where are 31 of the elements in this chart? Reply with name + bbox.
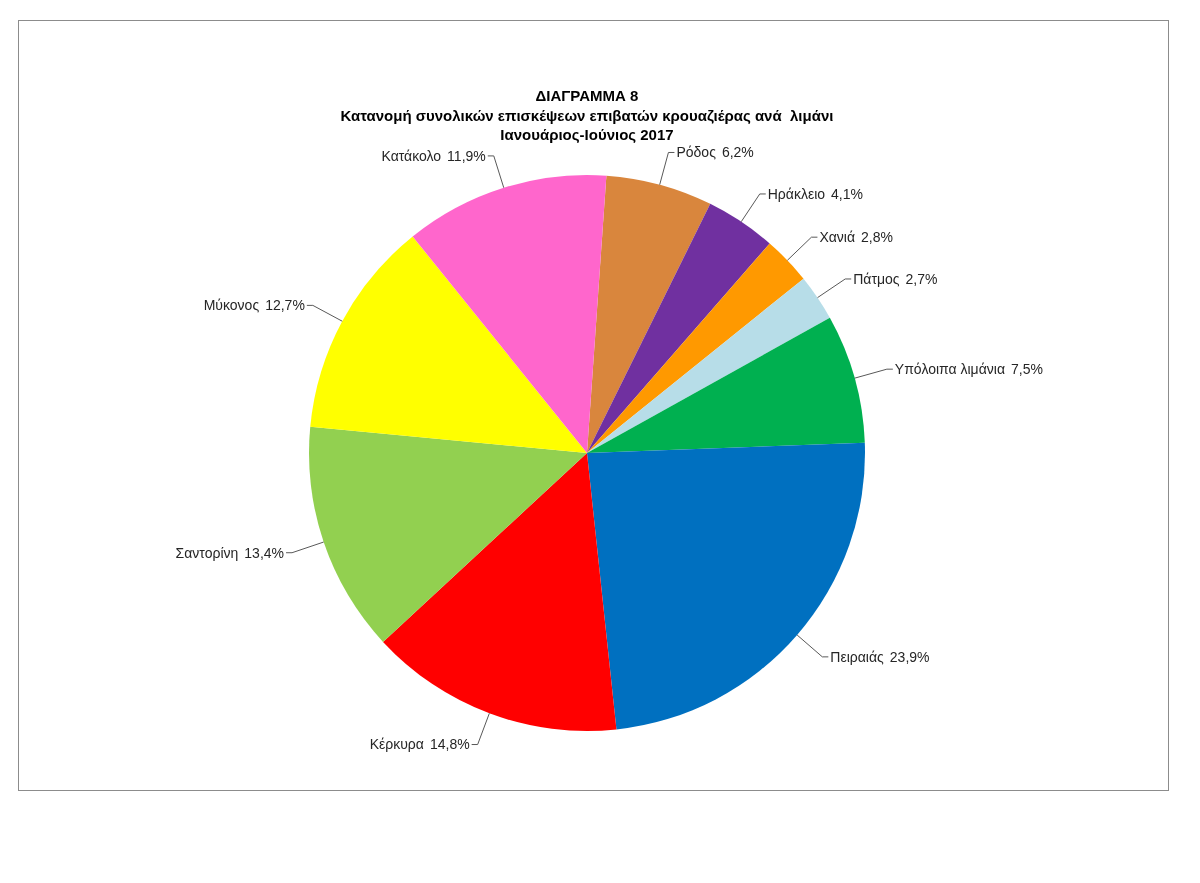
- slice-label: Σαντορίνη: [175, 544, 239, 561]
- pie-slice: [310, 236, 587, 453]
- chart-subtitle: Κατανομή συνολικών επισκέψεων επιβατών κρουαζιέρας ανά λιμάνι Ιανουάριος-Ιούνιος 2017: [340, 106, 834, 143]
- data-label: 7,5%: [1010, 361, 1043, 378]
- data-label: 2,8%: [861, 229, 893, 246]
- slice-label: Χανιά: [819, 229, 856, 246]
- pie-slice: [412, 175, 607, 453]
- slice-label: Μύκονος: [203, 297, 260, 314]
- data-label: 12,7%: [265, 297, 305, 314]
- pie-slice: [383, 453, 617, 731]
- slice-label: Ηράκλειο: [767, 185, 826, 202]
- slice-label: Πάτμος: [853, 270, 900, 287]
- data-label: 13,4%: [244, 544, 285, 561]
- data-label: 2,7%: [905, 270, 938, 287]
- data-label: 14,8%: [429, 736, 470, 753]
- pie-slice: [309, 426, 587, 642]
- slice-label: Κατάκολο: [381, 147, 442, 164]
- pie-slice: [587, 175, 711, 453]
- chart-title: ΔΙΑΓΡΑΜΜΑ 8: [535, 87, 639, 104]
- slice-label: Υπόλοιπα λιμάνια: [894, 361, 1005, 378]
- data-label: 23,9%: [889, 648, 930, 665]
- pie-slice: [587, 317, 865, 453]
- data-label: 4,1%: [831, 185, 863, 202]
- slice-label: Κέρκυρα: [369, 736, 424, 753]
- pie-slice: [587, 203, 770, 453]
- data-label: 11,9%: [447, 147, 486, 164]
- slice-label: Πειραιάς: [830, 648, 885, 665]
- data-label: 6,2%: [721, 144, 754, 161]
- pie-slice: [587, 278, 830, 453]
- pie-slice: [587, 243, 804, 453]
- slice-label: Ρόδος: [676, 144, 717, 161]
